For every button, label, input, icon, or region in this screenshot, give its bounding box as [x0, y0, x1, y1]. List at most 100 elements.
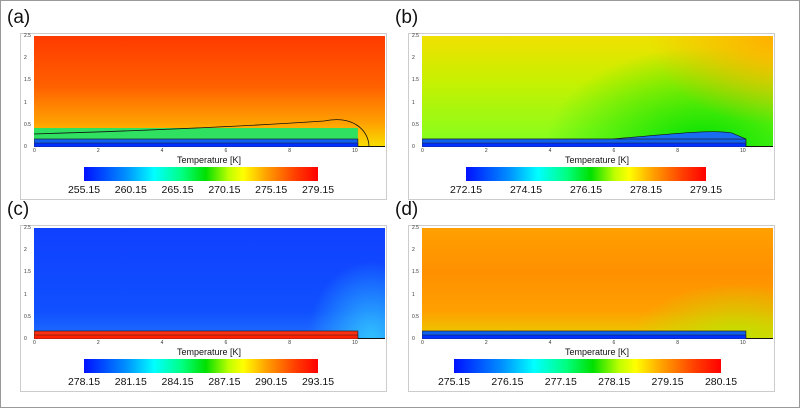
y-tick-label: 1 [412, 99, 415, 106]
overlay [422, 330, 773, 339]
colorbar-ticks: 278.15 281.15 284.15 287.15 290.15 293.15 [68, 376, 334, 388]
x-tick-label: 0 [33, 340, 36, 346]
base-layer [422, 334, 747, 339]
colorbar-tick-label: 287.15 [208, 376, 241, 388]
panel-label: (d) [395, 199, 419, 220]
colorbar-tick-label: 260.15 [114, 184, 147, 196]
x-tick-label: 4 [160, 340, 164, 346]
x-tick-label: 4 [160, 148, 164, 154]
y-tick-label: 2 [412, 247, 415, 254]
y-tick-label: 1.5 [412, 269, 419, 276]
heatmap [422, 36, 773, 147]
colorbar-tick-label: 276.15 [491, 376, 524, 388]
colorbar-tick-label: 278.15 [67, 376, 101, 388]
plot-frame [408, 33, 775, 200]
x-tick-label: 6 [612, 340, 616, 346]
y-tick-label: 0 [412, 336, 415, 342]
heatmap [34, 36, 385, 147]
colorbar-ticks: 275.15 276.15 277.15 278.15 279.15 280.15 [438, 376, 737, 388]
x-tick-label: 2 [484, 148, 488, 154]
colorbar [466, 167, 706, 181]
x-tick-label: 4 [548, 148, 552, 154]
x-axis-label: Temperature [K] [176, 347, 242, 357]
y-tick-label: 1 [24, 291, 27, 298]
x-tick-label: 2 [484, 340, 488, 346]
plot-frame [408, 225, 775, 392]
panel-c: (c) 0 2 4 6 8 10 0 0.5 1 1.5 2 2.5 Temperature [K] 27… [1, 193, 401, 397]
colorbar-tick-label: 277.15 [544, 376, 577, 388]
colorbar-tick-label: 274.15 [509, 184, 543, 196]
x-tick-label: 4 [548, 340, 552, 346]
x-tick-label: 0 [421, 148, 424, 154]
y-tick-label: 0 [24, 144, 27, 150]
y-tick-label: 2.5 [412, 225, 419, 231]
x-tick-label: 2 [96, 340, 100, 346]
x-tick-label: 10 [352, 340, 358, 346]
heatmap [34, 228, 385, 339]
y-tick-label: 0.5 [24, 121, 31, 128]
y-tick-label: 2.5 [412, 33, 419, 39]
y-tick-label: 2 [24, 55, 27, 62]
panel-a: (a) 0 2 4 6 8 10 0 0.5 1 1.5 2 2.5 Temperature [K] 25… [1, 1, 401, 205]
overlay [34, 330, 385, 339]
y-tick-label: 1.5 [412, 77, 419, 84]
base-layer [34, 334, 359, 339]
y-tick-label: 1.5 [24, 77, 31, 84]
x-tick-label: 6 [612, 148, 616, 154]
colorbar-tick-label: 293.15 [301, 376, 335, 388]
y-tick-label: 1.5 [24, 269, 31, 276]
colorbar [84, 167, 318, 181]
colorbar-tick-label: 290.15 [255, 376, 288, 388]
colorbar [454, 359, 721, 373]
y-tick-label: 0.5 [412, 121, 419, 128]
x-axis-label: Temperature [K] [564, 155, 630, 165]
x-tick-label: 8 [676, 340, 680, 346]
colorbar-tick-label: 284.15 [161, 376, 194, 388]
base-layer [34, 142, 359, 147]
y-tick-label: 0.5 [24, 313, 31, 320]
panel-label: (b) [395, 7, 419, 28]
x-tick-label: 10 [740, 148, 746, 154]
plot-frame [20, 225, 387, 392]
colorbar-tick-label: 265.15 [161, 184, 194, 196]
y-tick-label: 1 [412, 291, 415, 298]
y-tick-label: 2 [412, 55, 415, 62]
y-tick-label: 0.5 [412, 313, 419, 320]
x-tick-label: 6 [224, 148, 228, 154]
colorbar [84, 359, 318, 373]
colorbar-tick-label: 278.15 [598, 376, 631, 388]
panel-b: (b) 0 2 4 6 8 10 0 0.5 1 1.5 2 2.5 Temperature [K] 27… [389, 1, 789, 205]
colorbar-tick-label: 275.15 [437, 376, 471, 388]
colorbar-tick-label: 279.15 [689, 184, 723, 196]
plot-frame [20, 33, 387, 200]
panel-label: (c) [7, 199, 30, 220]
colorbar-tick-label: 281.15 [114, 376, 147, 388]
colorbar-tick-label: 279.15 [301, 184, 335, 196]
overlay [422, 131, 773, 147]
x-tick-label: 0 [33, 148, 36, 154]
colorbar-tick-label: 255.15 [67, 184, 101, 196]
panel-d: (d) 0 2 4 6 8 10 0 0.5 1 1.5 2 2.5 Temperature [K] 27… [389, 193, 789, 397]
x-tick-label: 8 [288, 340, 292, 346]
colorbar-tick-label: 275.15 [255, 184, 288, 196]
x-tick-label: 8 [288, 148, 292, 154]
y-tick-label: 0 [412, 144, 415, 150]
base-layer [422, 142, 747, 147]
panel-label: (a) [7, 7, 31, 28]
x-tick-label: 10 [352, 148, 358, 154]
colorbar-tick-label: 279.15 [651, 376, 684, 388]
colorbar-tick-label: 270.15 [208, 184, 241, 196]
colorbar-tick-label: 280.15 [704, 376, 738, 388]
y-tick-label: 2 [24, 247, 27, 254]
y-tick-label: 2.5 [24, 225, 31, 231]
colorbar-ticks: 272.15 274.15 276.15 278.15 279.15 [450, 184, 722, 196]
colorbar-tick-label: 272.15 [449, 184, 483, 196]
x-tick-label: 10 [740, 340, 746, 346]
colorbar-ticks: 255.15 260.15 265.15 270.15 275.15 279.15 [68, 184, 334, 196]
x-tick-label: 0 [421, 340, 424, 346]
x-tick-label: 6 [224, 340, 228, 346]
x-axis-label: Temperature [K] [564, 347, 630, 357]
heatmap [422, 228, 773, 339]
x-axis-label: Temperature [K] [176, 155, 242, 165]
